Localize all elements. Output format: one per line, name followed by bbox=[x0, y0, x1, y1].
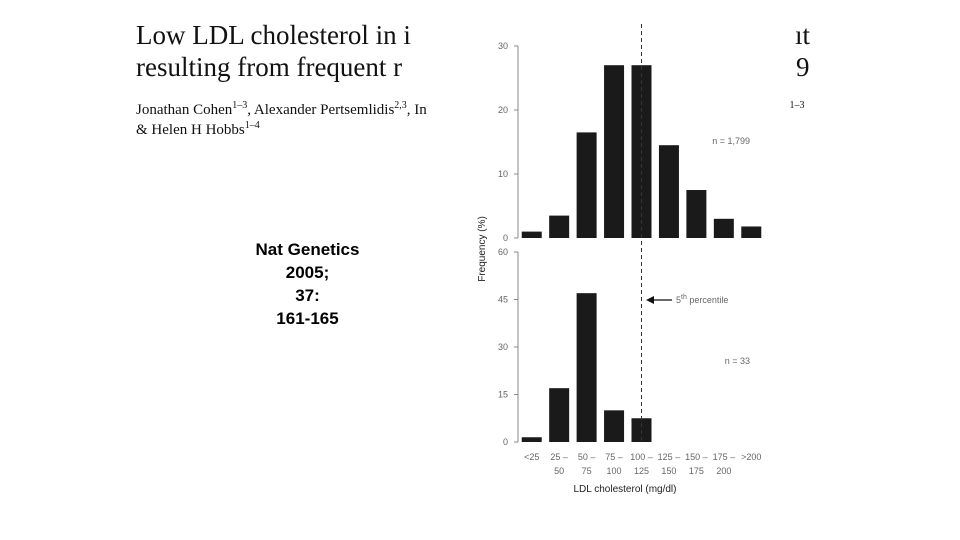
citation-block: Nat Genetics 2005; 37: 161-165 bbox=[200, 238, 415, 330]
x-tick-label-lower-1: 50 bbox=[554, 466, 564, 476]
x-tick-label-upper-1: 25 – bbox=[550, 452, 568, 462]
bottom-histogram-panel: 0 15 30 45 60 n = 33 bbox=[498, 247, 750, 447]
top-bar-2 bbox=[576, 132, 597, 238]
paper-title-line-1-end: ıt bbox=[795, 20, 811, 50]
top-y-tick-label-3: 30 bbox=[498, 41, 508, 51]
top-bar-5 bbox=[658, 145, 679, 238]
x-tick-label-upper-5: 125 – bbox=[658, 452, 681, 462]
paper-title-line-1: Low LDL cholesterol in i bbox=[136, 20, 411, 50]
top-y-tick-label-1: 10 bbox=[498, 169, 508, 179]
histogram-figure: 0 10 20 30 n = 1,799 0 15 30 45 60 n = 33 Frequen… bbox=[450, 14, 790, 514]
top-bar-7 bbox=[713, 218, 734, 238]
top-y-tick-label-0: 0 bbox=[503, 233, 508, 243]
top-bar-3 bbox=[604, 65, 625, 238]
percentile-arrow-head bbox=[646, 296, 654, 304]
x-tick-label-upper-7: 175 – bbox=[713, 452, 736, 462]
x-tick-label-lower-2: 75 bbox=[582, 466, 592, 476]
histogram-svg: 0 10 20 30 n = 1,799 0 15 30 45 60 n = 33 Frequen… bbox=[477, 24, 762, 495]
x-axis-label: LDL cholesterol (mg/dl) bbox=[573, 484, 676, 495]
bottom-bar-2 bbox=[576, 293, 597, 442]
top-sample-size: n = 1,799 bbox=[712, 136, 750, 146]
citation-volume: 37: bbox=[295, 286, 320, 305]
bottom-y-tick-label-2: 30 bbox=[498, 342, 508, 352]
author-list-line-2: & Helen H Hobbs1–4 bbox=[136, 120, 260, 138]
author-list-line-1: Jonathan Cohen1–3, Alexander Pertsemlidi… bbox=[136, 100, 427, 118]
citation-journal: Nat Genetics bbox=[255, 240, 360, 259]
paper-title-line-2: resulting from frequent r bbox=[136, 52, 403, 82]
bottom-y-tick-label-3: 45 bbox=[498, 295, 508, 305]
top-y-tick-label-2: 20 bbox=[498, 105, 508, 115]
bottom-bar-3 bbox=[604, 410, 625, 442]
top-bar-1 bbox=[549, 215, 570, 238]
x-tick-label-upper-2: 50 – bbox=[578, 452, 596, 462]
x-tick-label-lower-7: 200 bbox=[716, 466, 731, 476]
paper-title-line-2-end: 9 bbox=[796, 52, 810, 82]
x-tick-label-upper-4: 100 – bbox=[630, 452, 653, 462]
bottom-bar-1 bbox=[549, 388, 570, 442]
x-tick-label-lower-5: 150 bbox=[661, 466, 676, 476]
bottom-y-tick-label-0: 0 bbox=[503, 437, 508, 447]
x-tick-label-upper-0: <25 bbox=[524, 452, 539, 462]
x-tick-label-upper-6: 150 – bbox=[685, 452, 708, 462]
x-tick-label-lower-4: 125 bbox=[634, 466, 649, 476]
top-bar-8 bbox=[741, 226, 762, 238]
x-tick-label-lower-3: 100 bbox=[607, 466, 622, 476]
bottom-sample-size: n = 33 bbox=[725, 356, 750, 366]
y-axis-label: Frequency (%) bbox=[477, 216, 488, 282]
citation-pages: 161-165 bbox=[276, 309, 339, 328]
bottom-y-tick-label-1: 15 bbox=[498, 390, 508, 400]
x-tick-label-upper-8: >200 bbox=[741, 452, 761, 462]
top-bar-6 bbox=[686, 190, 707, 238]
bottom-y-tick-label-4: 60 bbox=[498, 247, 508, 257]
citation-year: 2005; bbox=[285, 263, 330, 282]
bottom-bar-0 bbox=[521, 437, 542, 442]
top-bar-0 bbox=[521, 231, 542, 238]
x-tick-label-upper-3: 75 – bbox=[605, 452, 623, 462]
percentile-label: 5th percentile bbox=[676, 294, 728, 305]
top-histogram-panel: 0 10 20 30 n = 1,799 bbox=[498, 41, 762, 243]
x-tick-label-lower-6: 175 bbox=[689, 466, 704, 476]
